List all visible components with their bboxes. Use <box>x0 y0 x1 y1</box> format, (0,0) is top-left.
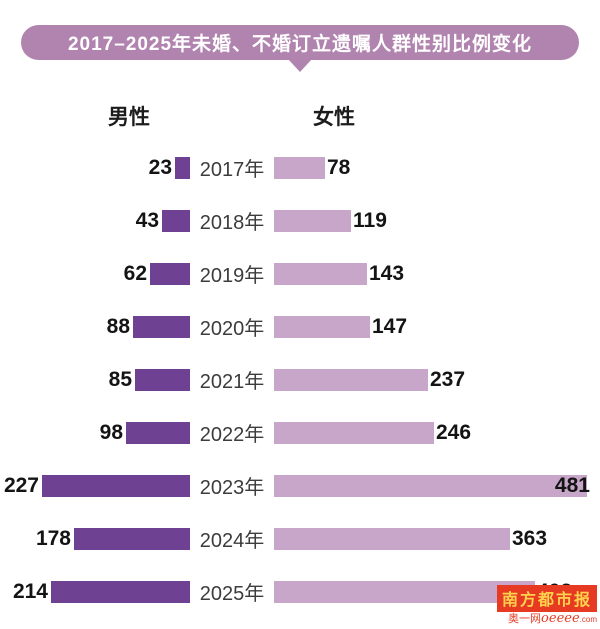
male-column-header: 男性 <box>108 106 150 129</box>
female-value-label: 143 <box>369 261 405 285</box>
chart-rows: 23 2017年 78 43 2018年 119 62 2019年 143 88 2020年 147 8… <box>0 141 600 618</box>
year-label: 2020年 <box>199 318 265 340</box>
female-bar <box>274 156 325 179</box>
male-cell: 214 <box>0 580 190 604</box>
year-label: 2019年 <box>199 265 265 287</box>
chart-row-2025: 2142025年402 <box>0 565 600 618</box>
female-column-header: 女性 <box>313 106 355 129</box>
female-bar <box>274 474 587 497</box>
female-cell: 119 <box>274 209 600 233</box>
banner-pointer-icon <box>288 59 312 72</box>
year-label: 2021年 <box>199 371 265 393</box>
male-bar <box>150 262 190 285</box>
male-value-label: 43 <box>135 208 159 232</box>
chart-row-2021: 85 2021年 237 <box>0 353 600 406</box>
male-bar <box>51 580 190 603</box>
male-cell: 43 <box>0 209 190 233</box>
chart-row-2023: 227 2023年 481 <box>0 459 600 512</box>
male-bar <box>133 315 190 338</box>
female-bar <box>274 368 428 391</box>
chart-title-banner: 2017–2025年未婚、不婚订立遗嘱人群性别比例变化 <box>21 25 579 60</box>
year-label: 2018年 <box>199 212 265 234</box>
male-bar <box>162 209 190 232</box>
male-cell: 85 <box>0 368 190 392</box>
male-bar <box>135 368 190 391</box>
chart-row-2020: 88 2020年 147 <box>0 300 600 353</box>
female-cell: 481 <box>274 474 600 498</box>
female-cell: 363 <box>274 527 600 551</box>
publisher-site-tld: .com <box>579 615 597 624</box>
year-label: 2023年 <box>199 477 265 499</box>
publisher-watermark: 南方都市报 奥一网oeeee.com <box>496 585 597 626</box>
male-value-label: 23 <box>148 155 172 179</box>
male-bar <box>74 527 190 550</box>
male-value-label: 62 <box>123 261 147 285</box>
female-bar <box>274 209 351 232</box>
female-value-label: 246 <box>436 420 472 444</box>
publisher-site-script: oeeee <box>541 611 580 626</box>
female-bar <box>274 262 367 285</box>
female-bar <box>274 421 434 444</box>
male-value-label: 88 <box>106 314 130 338</box>
female-bar <box>274 315 370 338</box>
male-value-label: 98 <box>99 420 123 444</box>
publisher-site: 奥一网oeeee.com <box>497 612 597 626</box>
female-cell: 237 <box>274 368 600 392</box>
male-bar <box>175 156 190 179</box>
male-cell: 98 <box>0 421 190 445</box>
male-cell: 88 <box>0 315 190 339</box>
male-value-label: 85 <box>108 367 132 391</box>
female-value-label: 481 <box>554 473 590 497</box>
male-cell: 23 <box>0 156 190 180</box>
male-cell: 62 <box>0 262 190 286</box>
publisher-name: 南方都市报 <box>496 585 597 612</box>
female-value-label: 147 <box>372 314 408 338</box>
male-cell: 227 <box>0 474 190 498</box>
male-bar <box>42 474 190 497</box>
chart-row-2017: 23 2017年 78 <box>0 141 600 194</box>
male-cell: 178 <box>0 527 190 551</box>
female-cell: 78 <box>274 156 600 180</box>
female-bar <box>274 580 535 603</box>
year-label: 2017年 <box>199 159 265 181</box>
chart-title: 2017–2025年未婚、不婚订立遗嘱人群性别比例变化 <box>67 34 533 55</box>
chart-row-2024: 178 2024年 363 <box>0 512 600 565</box>
male-value-label: 214 <box>12 579 48 603</box>
male-value-label: 178 <box>35 526 71 550</box>
male-value-label: 227 <box>3 473 39 497</box>
female-bar <box>274 527 510 550</box>
year-label: 2025年 <box>199 583 265 605</box>
female-cell: 246 <box>274 421 600 445</box>
female-value-label: 237 <box>430 367 466 391</box>
female-value-label: 119 <box>353 208 387 232</box>
year-label: 2024年 <box>199 530 265 552</box>
chart-row-2022: 98 2022年 246 <box>0 406 600 459</box>
female-value-label: 78 <box>327 155 351 179</box>
publisher-site-prefix: 奥一网 <box>508 613 542 625</box>
female-value-label: 363 <box>512 526 548 550</box>
female-cell: 147 <box>274 315 600 339</box>
male-bar <box>126 421 190 444</box>
female-cell: 143 <box>274 262 600 286</box>
year-label: 2022年 <box>199 424 265 446</box>
chart-row-2018: 43 2018年 119 <box>0 194 600 247</box>
chart-row-2019: 62 2019年 143 <box>0 247 600 300</box>
